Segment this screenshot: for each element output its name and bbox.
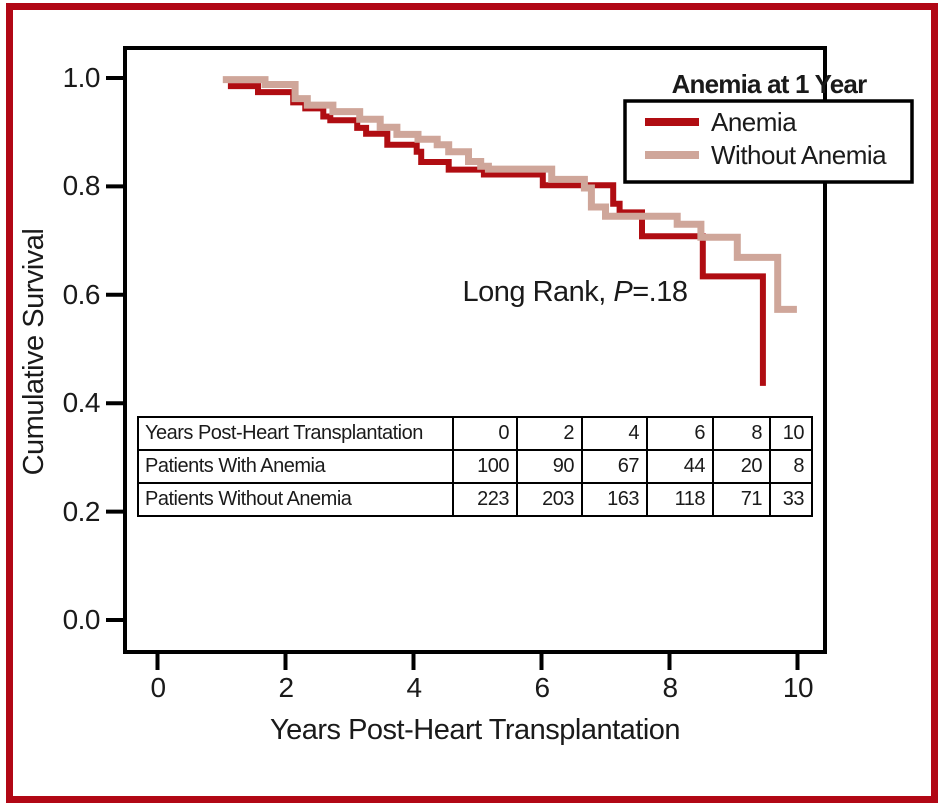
table-cell: 33: [769, 482, 813, 517]
legend-label-anemia: Anemia: [711, 107, 797, 137]
table-cell: 8: [769, 449, 813, 484]
y-tick-label: 0.2: [62, 496, 101, 527]
y-tick-label: 0.4: [62, 387, 101, 418]
table-row-without-anemia: Patients Without Anemia 223 203 163 118 …: [137, 482, 813, 517]
patients-at-risk-table: Years Post-Heart Transplantation 0 2 4 6…: [137, 416, 813, 517]
table-cell: 6: [646, 416, 714, 451]
plot-frame: [123, 46, 827, 654]
legend-box: [623, 99, 914, 184]
x-tick-label: 8: [662, 672, 678, 703]
table-cell: 10: [769, 416, 813, 451]
table-cell: 163: [581, 482, 648, 517]
x-tick-label: 2: [278, 672, 294, 703]
table-cell: 44: [646, 449, 714, 484]
table-cell: 67: [581, 449, 648, 484]
annotation-prefix: Long Rank,: [462, 276, 614, 308]
table-cell: 20: [712, 449, 771, 484]
table-cell: 118: [646, 482, 714, 517]
annotation-suffix: =.18: [632, 276, 688, 308]
log-rank-annotation: Long Rank, P=.18: [440, 276, 710, 309]
x-tick-label: 4: [406, 672, 422, 703]
x-tick-label: 6: [534, 672, 550, 703]
x-tick-label: 10: [782, 672, 814, 703]
legend-label-without-anemia: Without Anemia: [711, 140, 887, 170]
y-tick-label: 0.8: [62, 170, 101, 201]
table-cell: 8: [712, 416, 771, 451]
y-tick-label: 0.0: [62, 604, 101, 635]
table-cell: Years Post-Heart Transplantation: [137, 416, 454, 451]
table-cell: 2: [516, 416, 583, 451]
y-axis-ticks: [106, 76, 125, 622]
table-cell: 90: [516, 449, 583, 484]
table-cell: 223: [452, 482, 518, 517]
legend-title: Anemia at 1 Year: [671, 69, 868, 99]
table-cell: 4: [581, 416, 648, 451]
x-axis-ticks: [155, 652, 800, 670]
table-cell: 100: [452, 449, 518, 484]
annotation-p-symbol: P: [613, 276, 633, 308]
without-anemia-curve: [222, 76, 797, 313]
x-tick-label: 0: [150, 672, 166, 703]
y-tick-label: 0.6: [62, 279, 101, 310]
table-row-with-anemia: Patients With Anemia 100 90 67 44 20 8: [137, 449, 813, 484]
y-tick-label: 1.0: [62, 62, 101, 93]
table-cell: 0: [452, 416, 518, 451]
table-cell: Patients With Anemia: [137, 449, 454, 484]
x-axis-title: Years Post-Heart Transplantation: [269, 714, 681, 746]
table-cell: Patients Without Anemia: [137, 482, 454, 517]
table-row-years: Years Post-Heart Transplantation 0 2 4 6…: [137, 416, 813, 451]
table-cell: 71: [712, 482, 771, 517]
figure-border: [6, 3, 938, 803]
table-cell: 203: [516, 482, 583, 517]
